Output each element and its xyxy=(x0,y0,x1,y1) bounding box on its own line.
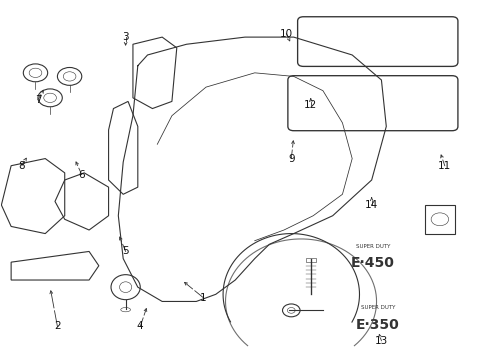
Text: 10: 10 xyxy=(280,28,293,39)
Text: E·450: E·450 xyxy=(351,256,395,270)
Text: SUPER DUTY: SUPER DUTY xyxy=(361,305,395,310)
Text: 7: 7 xyxy=(35,95,41,105)
Text: 2: 2 xyxy=(54,321,61,332)
Text: E·350: E·350 xyxy=(356,318,400,332)
Text: 12: 12 xyxy=(304,100,318,110)
Text: 13: 13 xyxy=(375,336,388,346)
Text: 8: 8 xyxy=(19,161,25,171)
Text: 1: 1 xyxy=(200,293,207,303)
Text: 4: 4 xyxy=(137,321,144,332)
Text: SUPER DUTY: SUPER DUTY xyxy=(356,244,390,249)
Text: 9: 9 xyxy=(288,154,294,163)
Text: 6: 6 xyxy=(78,170,85,180)
Text: 3: 3 xyxy=(122,32,129,42)
Bar xyxy=(306,258,316,262)
Text: 14: 14 xyxy=(365,200,378,210)
Text: 11: 11 xyxy=(438,161,451,171)
Text: 5: 5 xyxy=(122,247,129,256)
